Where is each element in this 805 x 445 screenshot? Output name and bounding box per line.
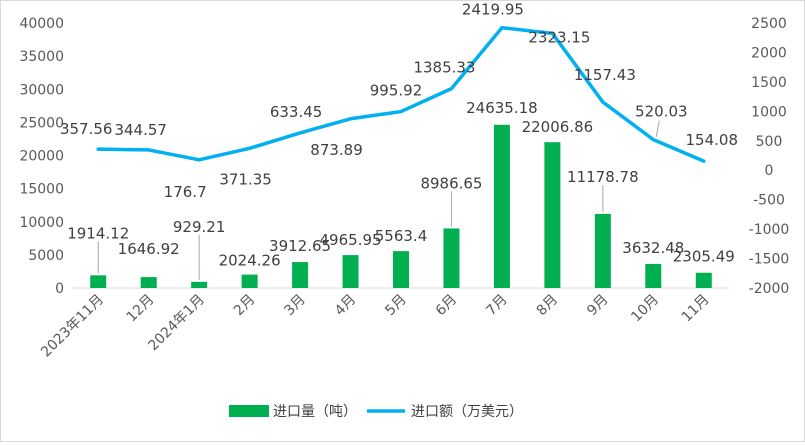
bar-data-label: 3632.48 [622, 239, 684, 257]
bar-data-label: 4965.95 [320, 231, 382, 249]
bar [594, 213, 611, 288]
line-point [601, 100, 605, 104]
line-point [96, 147, 100, 151]
right-axis-tick-label: 2000 [751, 45, 787, 61]
right-axis-tick-label: 2500 [751, 16, 787, 32]
category-label: 9月 [584, 292, 612, 320]
category-label: 11月 [679, 292, 713, 326]
right-axis-tick-label: 1000 [751, 104, 787, 120]
legend-label-import-value: 进口额（万美元） [411, 404, 523, 420]
left-axis-tick-label: 35000 [19, 49, 64, 65]
bar-data-label: 929.21 [173, 218, 226, 236]
line-point [197, 158, 201, 162]
line-label-leader [655, 120, 660, 137]
line-data-label: 520.03 [635, 103, 688, 121]
line-data-label: 2323.15 [528, 28, 590, 46]
right-axis-tick-label: -1000 [749, 222, 790, 238]
category-label: 5月 [382, 292, 410, 320]
left-axis-tick-label: 0 [55, 281, 64, 297]
line-point [298, 131, 302, 135]
category-label: 8月 [534, 292, 562, 320]
bar-data-label: 1914.12 [67, 224, 129, 242]
bar-data-label: 2305.49 [673, 248, 735, 266]
bar [645, 263, 662, 288]
line-point [248, 146, 252, 150]
category-label: 12月 [124, 292, 158, 326]
line-data-label: 176.7 [164, 183, 207, 201]
bar [443, 228, 460, 288]
right-axis-tick-label: -500 [753, 193, 785, 209]
bar-data-label: 1646.92 [118, 240, 180, 258]
left-axis-tick-label: 30000 [19, 82, 64, 98]
category-label: 2月 [231, 292, 259, 320]
legend-swatch-import-volume [229, 405, 269, 417]
line-data-label: 2419.95 [462, 1, 524, 19]
bar [544, 142, 561, 288]
line-data-label: 344.57 [114, 121, 167, 139]
category-label: 4月 [332, 292, 360, 320]
legend-label-import-volume: 进口量（吨） [273, 404, 357, 420]
bar-data-label: 24635.18 [466, 99, 538, 117]
line-data-label: 371.35 [219, 170, 272, 188]
left-axis-tick-label: 5000 [28, 248, 64, 264]
right-axis-tick-label: -2000 [749, 281, 790, 297]
label-leader-lines [97, 120, 660, 280]
line-data-label: 357.56 [60, 120, 113, 138]
bar [241, 274, 258, 288]
bar [292, 262, 309, 288]
line-point [500, 26, 504, 30]
line-data-label: 154.08 [686, 131, 739, 149]
line-point [550, 31, 554, 35]
line-data-label: 1385.33 [413, 59, 475, 77]
bar-data-label: 8986.65 [420, 174, 482, 192]
bar-data-label: 5563.4 [375, 227, 428, 245]
line-data-label: 873.89 [310, 141, 363, 159]
line-data-label: 1157.43 [574, 66, 636, 84]
bar-series [90, 124, 712, 288]
line-point [702, 159, 706, 163]
legend: 进口量（吨） 进口额（万美元） [229, 404, 523, 420]
right-axis-tick-label: 1500 [751, 75, 787, 91]
left-axis-tick-label: 10000 [19, 215, 64, 231]
bar [140, 277, 157, 288]
left-axis-tick-label: 15000 [19, 182, 64, 198]
category-label: 6月 [433, 292, 461, 320]
bar [90, 275, 107, 288]
line-data-labels: 357.56 344.57 176.7 371.35 633.45 873.89 995.9… [60, 1, 738, 201]
bar [393, 251, 409, 288]
left-axis-tick-label: 20000 [19, 149, 64, 165]
category-label: 3月 [281, 292, 309, 320]
line-point [399, 110, 403, 114]
right-axis-tick-label: 0 [765, 163, 774, 179]
line-data-label: 995.92 [370, 82, 423, 100]
line-point [651, 138, 655, 142]
right-axis-ticks: -2000 -1500 -1000 -500 0 500 1000 1500 2000 2500 [749, 16, 790, 297]
category-label: 10月 [628, 292, 662, 326]
right-axis-tick-label: -1500 [749, 252, 790, 268]
bar-data-label: 3912.65 [269, 237, 331, 255]
line-point [349, 117, 353, 121]
right-axis-tick-label: 500 [756, 134, 783, 150]
left-axis-tick-label: 25000 [19, 115, 64, 131]
bar-data-label: 2024.26 [219, 252, 281, 270]
line-point [449, 87, 453, 91]
line-point [147, 148, 151, 152]
line-data-label: 633.45 [270, 103, 323, 121]
bar [493, 124, 510, 288]
bar [695, 272, 712, 288]
category-label: 7月 [483, 292, 511, 320]
line-series [96, 25, 706, 163]
bar [342, 255, 359, 288]
category-label: 2023年11月 [38, 292, 107, 361]
bar [191, 281, 208, 288]
bar-data-label: 22006.86 [522, 118, 594, 136]
left-axis-tick-label: 40000 [19, 16, 64, 32]
left-axis-ticks: 0 5000 10000 15000 20000 25000 30000 35000 40000 [19, 16, 64, 297]
bar-data-label: 11178.78 [567, 168, 639, 186]
